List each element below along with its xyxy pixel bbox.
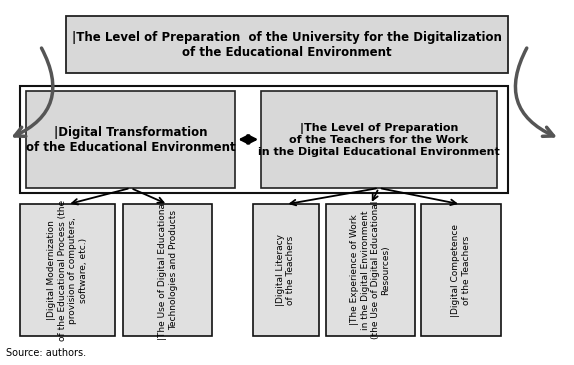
Text: |Digital Literacy
of the Teachers: |Digital Literacy of the Teachers [276,234,295,306]
Text: |Digital Modernization
of the Educational Process (the
provision of computers,
s: |Digital Modernization of the Educationa… [47,200,88,341]
Text: |Digital Competence
of the Teachers: |Digital Competence of the Teachers [451,224,471,316]
FancyBboxPatch shape [20,204,115,336]
Text: |The Level of Preparation  of the University for the Digitalization
of the Educa: |The Level of Preparation of the Univers… [72,31,502,59]
FancyBboxPatch shape [253,204,319,336]
FancyBboxPatch shape [26,91,235,188]
Text: |The Level of Preparation
of the Teachers for the Work
in the Digital Educationa: |The Level of Preparation of the Teacher… [258,123,500,157]
Text: Source: authors.: Source: authors. [6,348,86,358]
FancyBboxPatch shape [421,204,501,336]
Text: |The Use of Digital Educational
Technologies and Products: |The Use of Digital Educational Technolo… [158,200,177,340]
Text: |Digital Transformation
of the Educational Environment: |Digital Transformation of the Education… [26,126,235,154]
FancyBboxPatch shape [261,91,497,188]
Text: |The Experience of Work
in the Digital Environment
(the Use of Digital Education: |The Experience of Work in the Digital E… [350,201,391,339]
FancyBboxPatch shape [66,16,508,73]
FancyBboxPatch shape [326,204,415,336]
FancyBboxPatch shape [123,204,212,336]
FancyBboxPatch shape [20,86,508,193]
